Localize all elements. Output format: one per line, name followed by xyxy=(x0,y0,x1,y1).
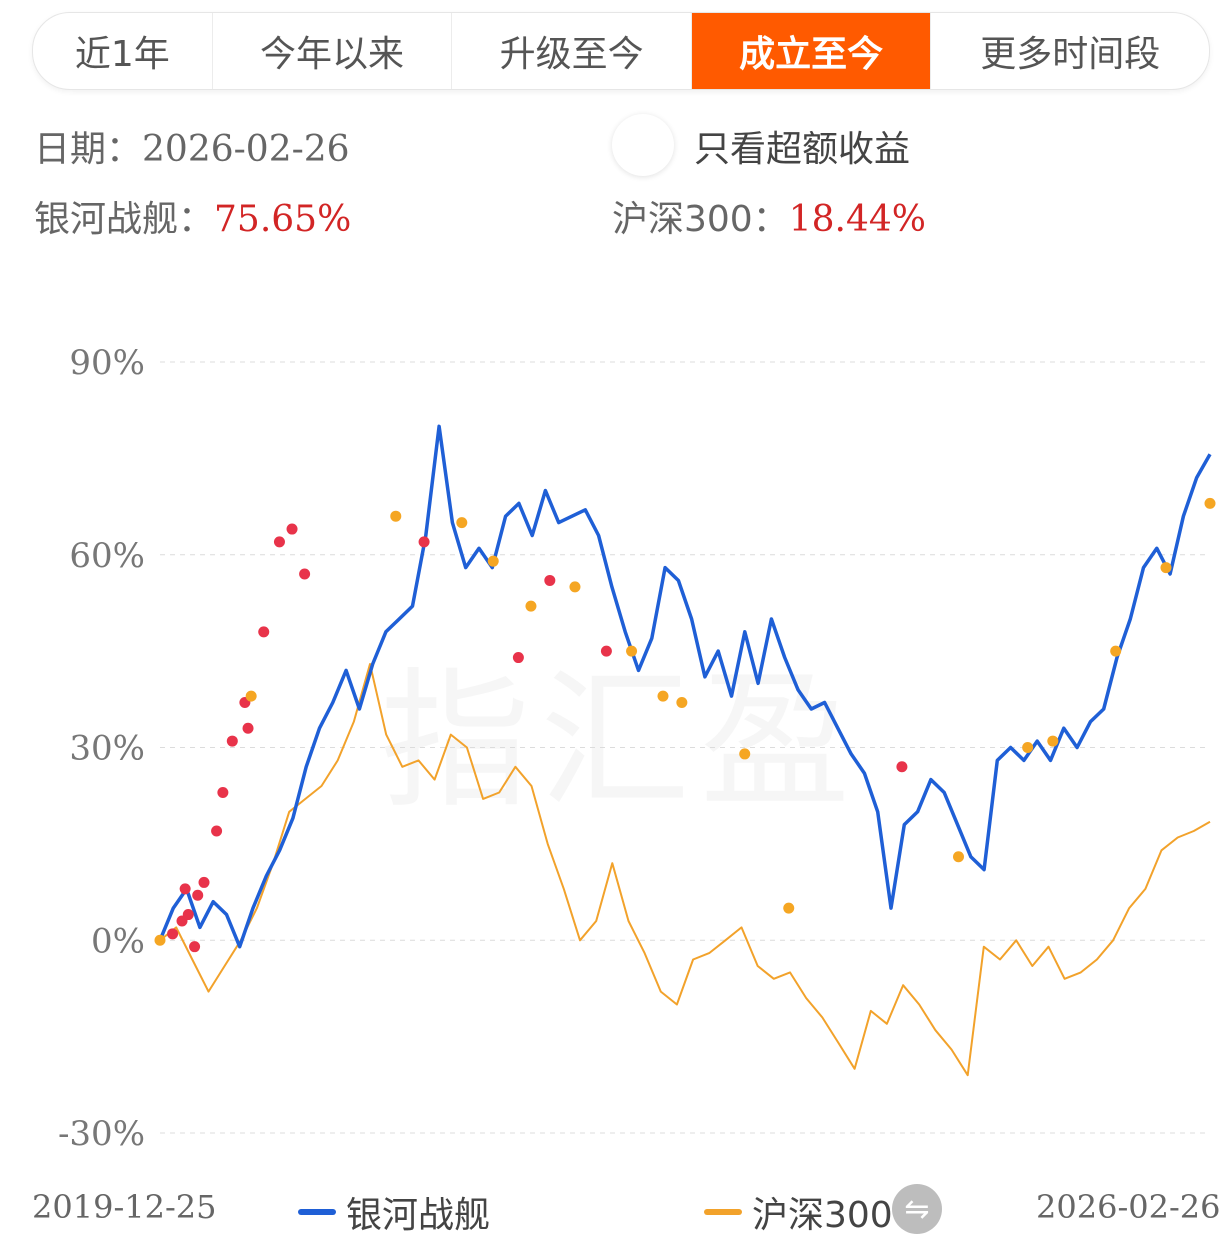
buy-marker xyxy=(211,825,223,837)
sell-marker xyxy=(245,690,257,702)
date-label: 日期： xyxy=(34,129,143,170)
sell-marker xyxy=(1022,742,1034,753)
buy-marker xyxy=(512,652,524,664)
buy-marker xyxy=(167,928,179,940)
buy-marker xyxy=(544,574,556,586)
end-date: 2026-02-26 xyxy=(1036,1188,1221,1226)
y-tick-label: 0% xyxy=(91,921,145,961)
tab-ytd[interactable]: 今年以来 xyxy=(213,13,453,89)
buy-marker xyxy=(189,941,201,953)
sell-marker xyxy=(1047,735,1059,747)
buy-marker xyxy=(286,523,298,535)
sell-marker xyxy=(1204,497,1216,509)
fund-label: 银河战舰： xyxy=(34,199,215,240)
swap-icon[interactable]: ⇋ xyxy=(892,1184,942,1234)
sell-marker xyxy=(390,510,402,522)
period-tabs: 近1年 今年以来 升级至今 成立至今 更多时间段 xyxy=(32,12,1210,90)
series-line-fund xyxy=(158,424,1212,949)
sell-marker xyxy=(487,555,499,567)
sell-marker xyxy=(739,748,751,760)
buy-marker xyxy=(242,722,254,734)
buy-marker xyxy=(192,889,204,901)
buy-marker xyxy=(418,536,430,548)
sell-marker xyxy=(1160,562,1172,574)
excess-return-toggle[interactable] xyxy=(612,114,674,176)
buy-marker xyxy=(600,645,612,657)
buy-marker xyxy=(217,786,229,798)
date-info: 日期：2026-02-26 xyxy=(34,120,350,172)
buy-marker xyxy=(273,536,285,548)
index-return-value: 18.44% xyxy=(788,199,926,240)
sell-marker xyxy=(154,934,166,946)
sell-marker xyxy=(1110,645,1122,657)
buy-marker xyxy=(299,568,311,580)
legend-index[interactable]: 沪深300 xyxy=(704,1186,893,1238)
legend-fund[interactable]: 银河战舰 xyxy=(298,1186,490,1238)
y-tick-label: 90% xyxy=(69,343,145,383)
y-tick-label: -30% xyxy=(58,1114,145,1154)
sell-marker xyxy=(569,581,581,593)
date-value: 2026-02-26 xyxy=(142,129,350,170)
sell-marker xyxy=(783,902,795,914)
fund-info: 银河战舰：75.65% xyxy=(34,190,351,242)
legend-index-label: 沪深300 xyxy=(752,1195,893,1236)
excess-return-label: 只看超额收益 xyxy=(694,129,911,170)
y-tick-label: 60% xyxy=(69,536,145,576)
index-info: 沪深300：18.44% xyxy=(612,190,926,242)
tab-1-year[interactable]: 近1年 xyxy=(33,13,213,89)
sell-marker xyxy=(953,851,965,863)
legend-fund-swatch xyxy=(298,1209,336,1215)
series-line-index xyxy=(159,663,1211,1077)
buy-marker xyxy=(198,876,210,888)
legend-index-swatch xyxy=(704,1209,742,1215)
fund-return-value: 75.65% xyxy=(214,199,352,240)
buy-marker xyxy=(179,883,191,895)
buy-marker xyxy=(182,909,194,921)
sell-marker xyxy=(525,600,537,612)
tab-since-inception[interactable]: 成立至今 xyxy=(691,13,932,89)
y-tick-label: 30% xyxy=(69,729,145,769)
buy-marker xyxy=(226,735,238,747)
sell-marker xyxy=(626,645,638,657)
buy-marker xyxy=(258,626,270,638)
buy-marker xyxy=(896,761,908,773)
tab-since-upgrade[interactable]: 升级至今 xyxy=(452,13,692,89)
sell-marker xyxy=(456,517,468,529)
tab-more-periods[interactable]: 更多时间段 xyxy=(980,34,1161,75)
start-date: 2019-12-25 xyxy=(32,1188,217,1226)
legend-fund-label: 银河战舰 xyxy=(346,1195,491,1236)
sell-marker xyxy=(676,697,688,709)
sell-marker xyxy=(657,690,669,702)
index-label: 沪深300： xyxy=(612,199,789,240)
